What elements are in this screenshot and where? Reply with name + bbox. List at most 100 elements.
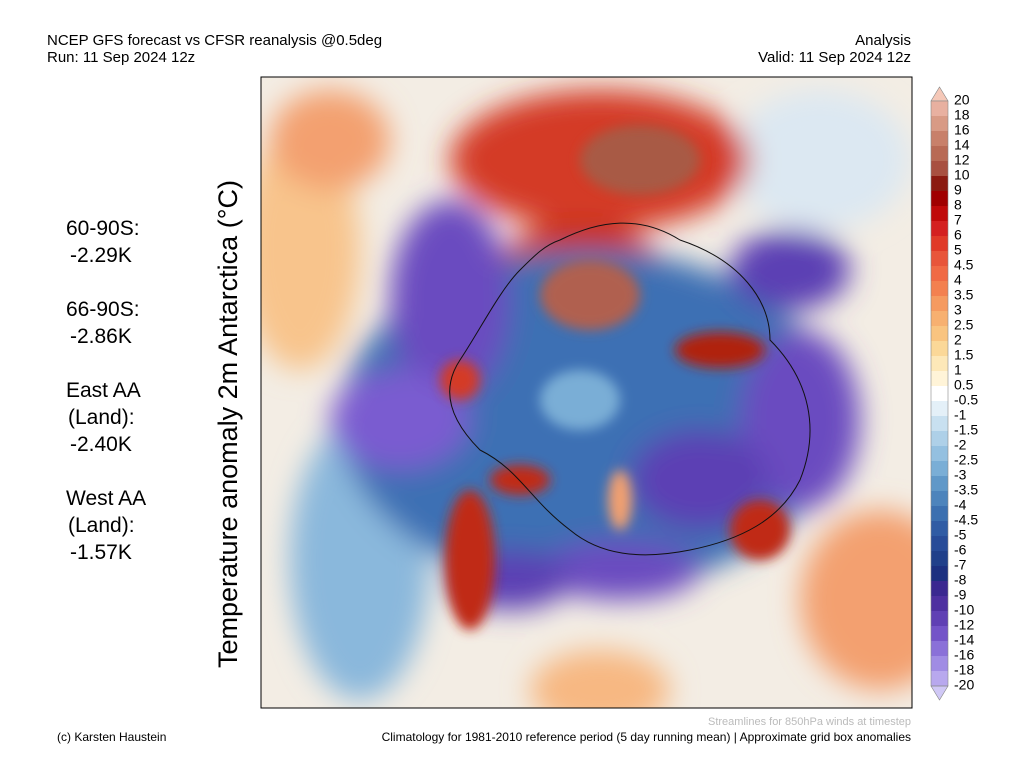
colorbar-label: -0.5 [954,392,978,408]
colorbar-swatch [931,581,948,597]
colorbar-label: -10 [954,602,974,618]
colorbar-label: -14 [954,632,974,648]
colorbar-swatch [931,521,948,537]
colorbar-label: 18 [954,107,970,123]
colorbar-label: 16 [954,122,970,138]
valid: Valid: 11 Sep 2024 12z [758,49,911,66]
colorbar-label: -1 [954,407,967,423]
colorbar-cap-bottom [930,685,949,701]
title: NCEP GFS forecast vs CFSR reanalysis @0.… [47,32,382,49]
stat-line: West AA [66,487,146,510]
colorbar-swatch [931,551,948,567]
colorbar-swatch [931,431,948,447]
colorbar-swatch [931,566,948,582]
stat-line: -2.29K [70,244,132,267]
colorbar-swatch [931,461,948,477]
kind: Analysis [855,32,911,49]
colorbar-label: 8 [954,197,962,213]
colorbar-label: 1 [954,362,962,378]
colorbar-label: -3 [954,467,967,483]
colorbar-swatch [931,611,948,627]
colorbar-label: -3.5 [954,482,978,498]
colorbar-swatch [931,416,948,432]
colorbar-label: 12 [954,152,970,168]
streamlines-note: Streamlines for 850hPa winds at timestep [708,716,911,728]
colorbar: 201816141210987654.543.532.521.510.5-0.5… [930,86,978,701]
colorbar-label: 5 [954,242,962,258]
colorbar-swatch [931,311,948,327]
colorbar-swatch [931,656,948,672]
stat-line: 60-90S: [66,217,140,240]
colorbar-label: 6 [954,227,962,243]
colorbar-label: -7 [954,557,967,573]
colorbar-label: 1.5 [954,347,974,363]
colorbar-cap-top [930,86,949,102]
colorbar-swatch [931,341,948,357]
stat-line: -2.86K [70,325,132,348]
stat-line: East AA [66,379,141,402]
stat-line: (Land): [68,514,135,537]
colorbar-label: -2 [954,437,967,453]
stat-line: -1.57K [70,541,132,564]
colorbar-swatch [931,236,948,252]
colorbar-label: -6 [954,542,967,558]
colorbar-swatch [931,641,948,657]
colorbar-swatch [931,101,948,117]
colorbar-swatch [931,386,948,402]
stat-line: -2.40K [70,433,132,456]
colorbar-label: 7 [954,212,962,228]
colorbar-swatch [931,296,948,312]
colorbar-swatch [931,131,948,147]
colorbar-label: -16 [954,647,974,663]
colorbar-swatch [931,326,948,342]
colorbar-swatch [931,221,948,237]
colorbar-label: 3.5 [954,287,974,303]
credit: (c) Karsten Haustein [57,730,166,744]
colorbar-swatch [931,161,948,177]
colorbar-label: -4 [954,497,967,513]
colorbar-label: 3 [954,302,962,318]
colorbar-swatch [931,206,948,222]
colorbar-label: -4.5 [954,512,978,528]
colorbar-label: 9 [954,182,962,198]
map [261,77,912,708]
colorbar-swatch [931,596,948,612]
colorbar-swatch [931,536,948,552]
colorbar-swatch [931,116,948,132]
colorbar-label: -5 [954,527,967,543]
colorbar-swatch [931,671,948,687]
colorbar-swatch [931,281,948,297]
colorbar-swatch [931,191,948,207]
colorbar-label: 20 [954,92,970,108]
climatology-note: Climatology for 1981-2010 reference peri… [382,730,911,744]
colorbar-label: 4.5 [954,257,974,273]
colorbar-label: 2 [954,332,962,348]
colorbar-frame [930,100,949,687]
run: Run: 11 Sep 2024 12z [47,49,195,66]
map-frame [260,76,913,709]
colorbar-label: 2.5 [954,317,974,333]
colorbar-swatch [931,506,948,522]
colorbar-swatch [931,146,948,162]
colorbar-label: -1.5 [954,422,978,438]
colorbar-swatch [931,176,948,192]
vertical-title: Temperature anomaly 2m Antarctica (°C) [213,180,243,668]
colorbar-label: 4 [954,272,962,288]
colorbar-swatch [931,356,948,372]
colorbar-swatch [931,446,948,462]
colorbar-swatch [931,476,948,492]
stat-line: 66-90S: [66,298,140,321]
colorbar-label: -8 [954,572,967,588]
colorbar-label: -20 [954,677,974,693]
colorbar-label: -12 [954,617,974,633]
colorbar-label: -18 [954,662,974,678]
colorbar-swatch [931,401,948,417]
colorbar-label: -2.5 [954,452,978,468]
colorbar-swatch [931,266,948,282]
colorbar-swatch [931,371,948,387]
colorbar-label: -9 [954,587,967,603]
colorbar-label: 14 [954,137,970,153]
stat-line: (Land): [68,406,135,429]
colorbar-swatch [931,251,948,267]
